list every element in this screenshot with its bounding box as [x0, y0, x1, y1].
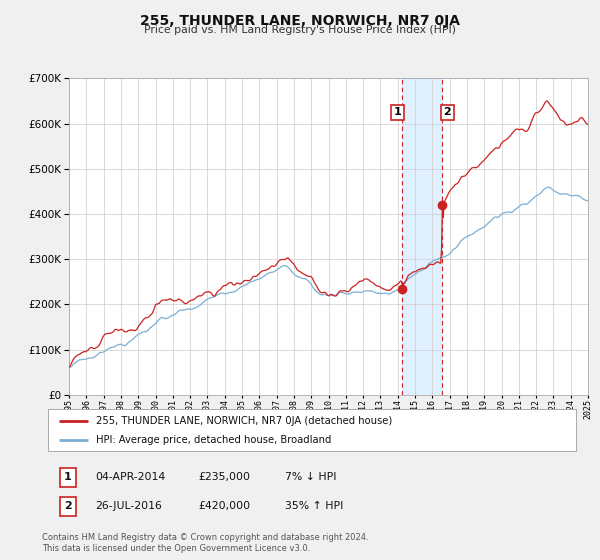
Bar — [403, 78, 442, 395]
Text: 26-JUL-2016: 26-JUL-2016 — [95, 501, 161, 511]
Text: 04-APR-2014: 04-APR-2014 — [95, 472, 165, 482]
Text: HPI: Average price, detached house, Broadland: HPI: Average price, detached house, Broa… — [95, 435, 331, 445]
Text: 255, THUNDER LANE, NORWICH, NR7 0JA: 255, THUNDER LANE, NORWICH, NR7 0JA — [140, 14, 460, 28]
Text: 2: 2 — [64, 501, 71, 511]
Text: Price paid vs. HM Land Registry's House Price Index (HPI): Price paid vs. HM Land Registry's House … — [144, 25, 456, 35]
Text: £420,000: £420,000 — [198, 501, 250, 511]
Text: 7% ↓ HPI: 7% ↓ HPI — [285, 472, 337, 482]
Text: Contains HM Land Registry data © Crown copyright and database right 2024.: Contains HM Land Registry data © Crown c… — [42, 533, 368, 542]
Text: 35% ↑ HPI: 35% ↑ HPI — [285, 501, 343, 511]
Text: 1: 1 — [64, 472, 71, 482]
Text: £235,000: £235,000 — [198, 472, 250, 482]
Text: 2: 2 — [443, 108, 451, 117]
Text: 1: 1 — [394, 108, 401, 117]
Text: 255, THUNDER LANE, NORWICH, NR7 0JA (detached house): 255, THUNDER LANE, NORWICH, NR7 0JA (det… — [95, 416, 392, 426]
Text: This data is licensed under the Open Government Licence v3.0.: This data is licensed under the Open Gov… — [42, 544, 310, 553]
